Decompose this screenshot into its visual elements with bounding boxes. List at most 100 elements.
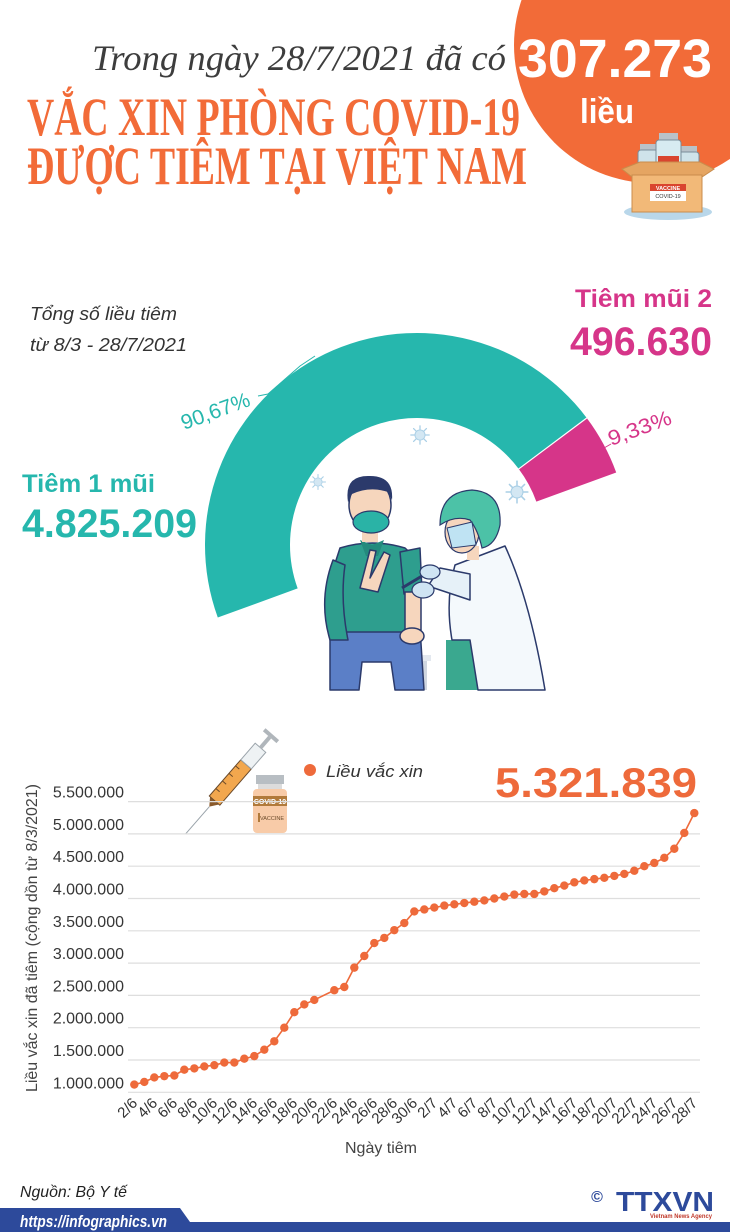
virus-icon [309,473,327,491]
data-point [270,1037,279,1046]
y-tick-label: 3.500.000 [53,914,124,931]
dose2-label: Tiêm mũi 2 [575,285,712,313]
vaccine-vial-icon: COVID-19 VACCINE [253,775,287,833]
legend-label: Liều vắc xin [326,762,423,781]
y-tick-label: 2.500.000 [53,978,124,995]
data-point [220,1058,229,1067]
data-point [400,918,409,928]
y-tick-label: 3.000.000 [53,946,124,963]
data-point [450,900,459,909]
dose2-value: 496.630 [570,320,712,364]
data-line [134,812,696,1086]
data-point [370,938,379,948]
cumulative-doses-chart: COVID-19 VACCINE Liều vắc xin 5.321.839 … [22,728,701,1157]
copyright-icon: © [591,1189,603,1206]
data-point [200,1062,209,1071]
data-point [250,1051,259,1061]
legend-marker-icon [304,764,316,776]
dose1-leader-line [257,355,316,397]
data-point [160,1071,169,1081]
data-point [130,1080,139,1089]
data-point [310,995,319,1005]
data-point [650,858,659,868]
dose2-leader-line [603,443,612,449]
data-point [570,878,579,887]
data-point [380,933,389,943]
data-point [640,862,649,871]
data-point [140,1077,149,1087]
data-point [300,1000,309,1009]
gauge-segment-dose2 [518,418,617,502]
data-point [530,889,539,899]
data-point [590,874,599,884]
data-point [690,808,699,818]
data-point [290,1007,299,1017]
data-point [520,889,529,899]
gauge-separator [518,417,588,470]
data-point [660,853,669,863]
website-link[interactable]: https://infographics.vn [20,1212,167,1231]
footer-bar [0,1208,730,1232]
data-point [360,951,369,961]
data-point [230,1058,239,1067]
box-label-bottom: COVID-19 [655,194,680,200]
data-point [560,881,569,890]
dose1-value: 4.825.209 [22,502,197,546]
data-point [430,903,439,912]
y-tick-label: 4.000.000 [53,882,124,899]
syringe-icon [185,728,280,835]
data-point [580,876,589,885]
dose-gauge-section: Tổng số liều tiêm từ 8/3 - 28/7/2021 Tiê… [22,285,712,691]
nurse-figure [401,489,546,691]
data-point [470,897,479,906]
data-point [540,887,549,896]
data-point [460,898,469,908]
data-point [410,907,419,916]
header-subtitle: Trong ngày 28/7/2021 đã có [92,38,506,78]
source-note: Nguồn: Bộ Y tế [20,1184,128,1201]
data-point [670,844,679,853]
data-point [440,901,449,910]
y-tick-label: 4.500.000 [53,849,124,866]
data-point [550,883,559,893]
logo-text: TTXVN [616,1186,714,1217]
data-point [280,1023,289,1032]
latest-total-value: 5.321.839 [495,759,697,806]
daily-doses-unit: liều [580,93,634,131]
y-tick-label: 5.500.000 [53,785,124,802]
data-point [210,1060,219,1070]
data-point [260,1045,269,1054]
box-label-top: VACCINE [656,186,681,192]
data-point [190,1064,199,1073]
data-point [180,1065,189,1074]
data-point [340,982,349,992]
data-point [680,828,689,838]
vial-label: COVID-19 [254,799,286,806]
y-axis-title: Liều vắc xin đã tiêm (cộng dồn từ 8/3/20… [22,784,41,1092]
vaccination-illustration [323,475,546,691]
data-point [150,1073,159,1082]
data-point [350,963,359,972]
data-point [510,890,519,899]
y-tick-label: 1.000.000 [53,1075,124,1092]
dose2-percent: 9,33% [605,407,675,451]
data-point [600,873,609,883]
y-tick-label: 5.000.000 [53,817,124,834]
ttxvn-logo: © TTXVN Vietnam News Agency [591,1186,714,1220]
y-tick-label: 2.000.000 [53,1011,124,1028]
data-point [240,1054,249,1063]
gauge-segment-dose1 [205,332,587,618]
gauge-caption-line-2: từ 8/3 - 28/7/2021 [30,335,187,355]
data-point [330,986,339,995]
y-tick-label: 1.500.000 [53,1043,124,1060]
data-point [490,894,499,903]
data-point [620,869,629,879]
footer: Nguồn: Bộ Y tế https://infographics.vn ©… [0,1184,730,1232]
data-point [390,925,399,935]
data-point [500,892,509,901]
data-point [630,866,639,875]
title-line-1: VẮC XIN PHÒNG COVID-19 [27,86,520,147]
dose1-label: Tiêm 1 mũi [22,470,155,498]
